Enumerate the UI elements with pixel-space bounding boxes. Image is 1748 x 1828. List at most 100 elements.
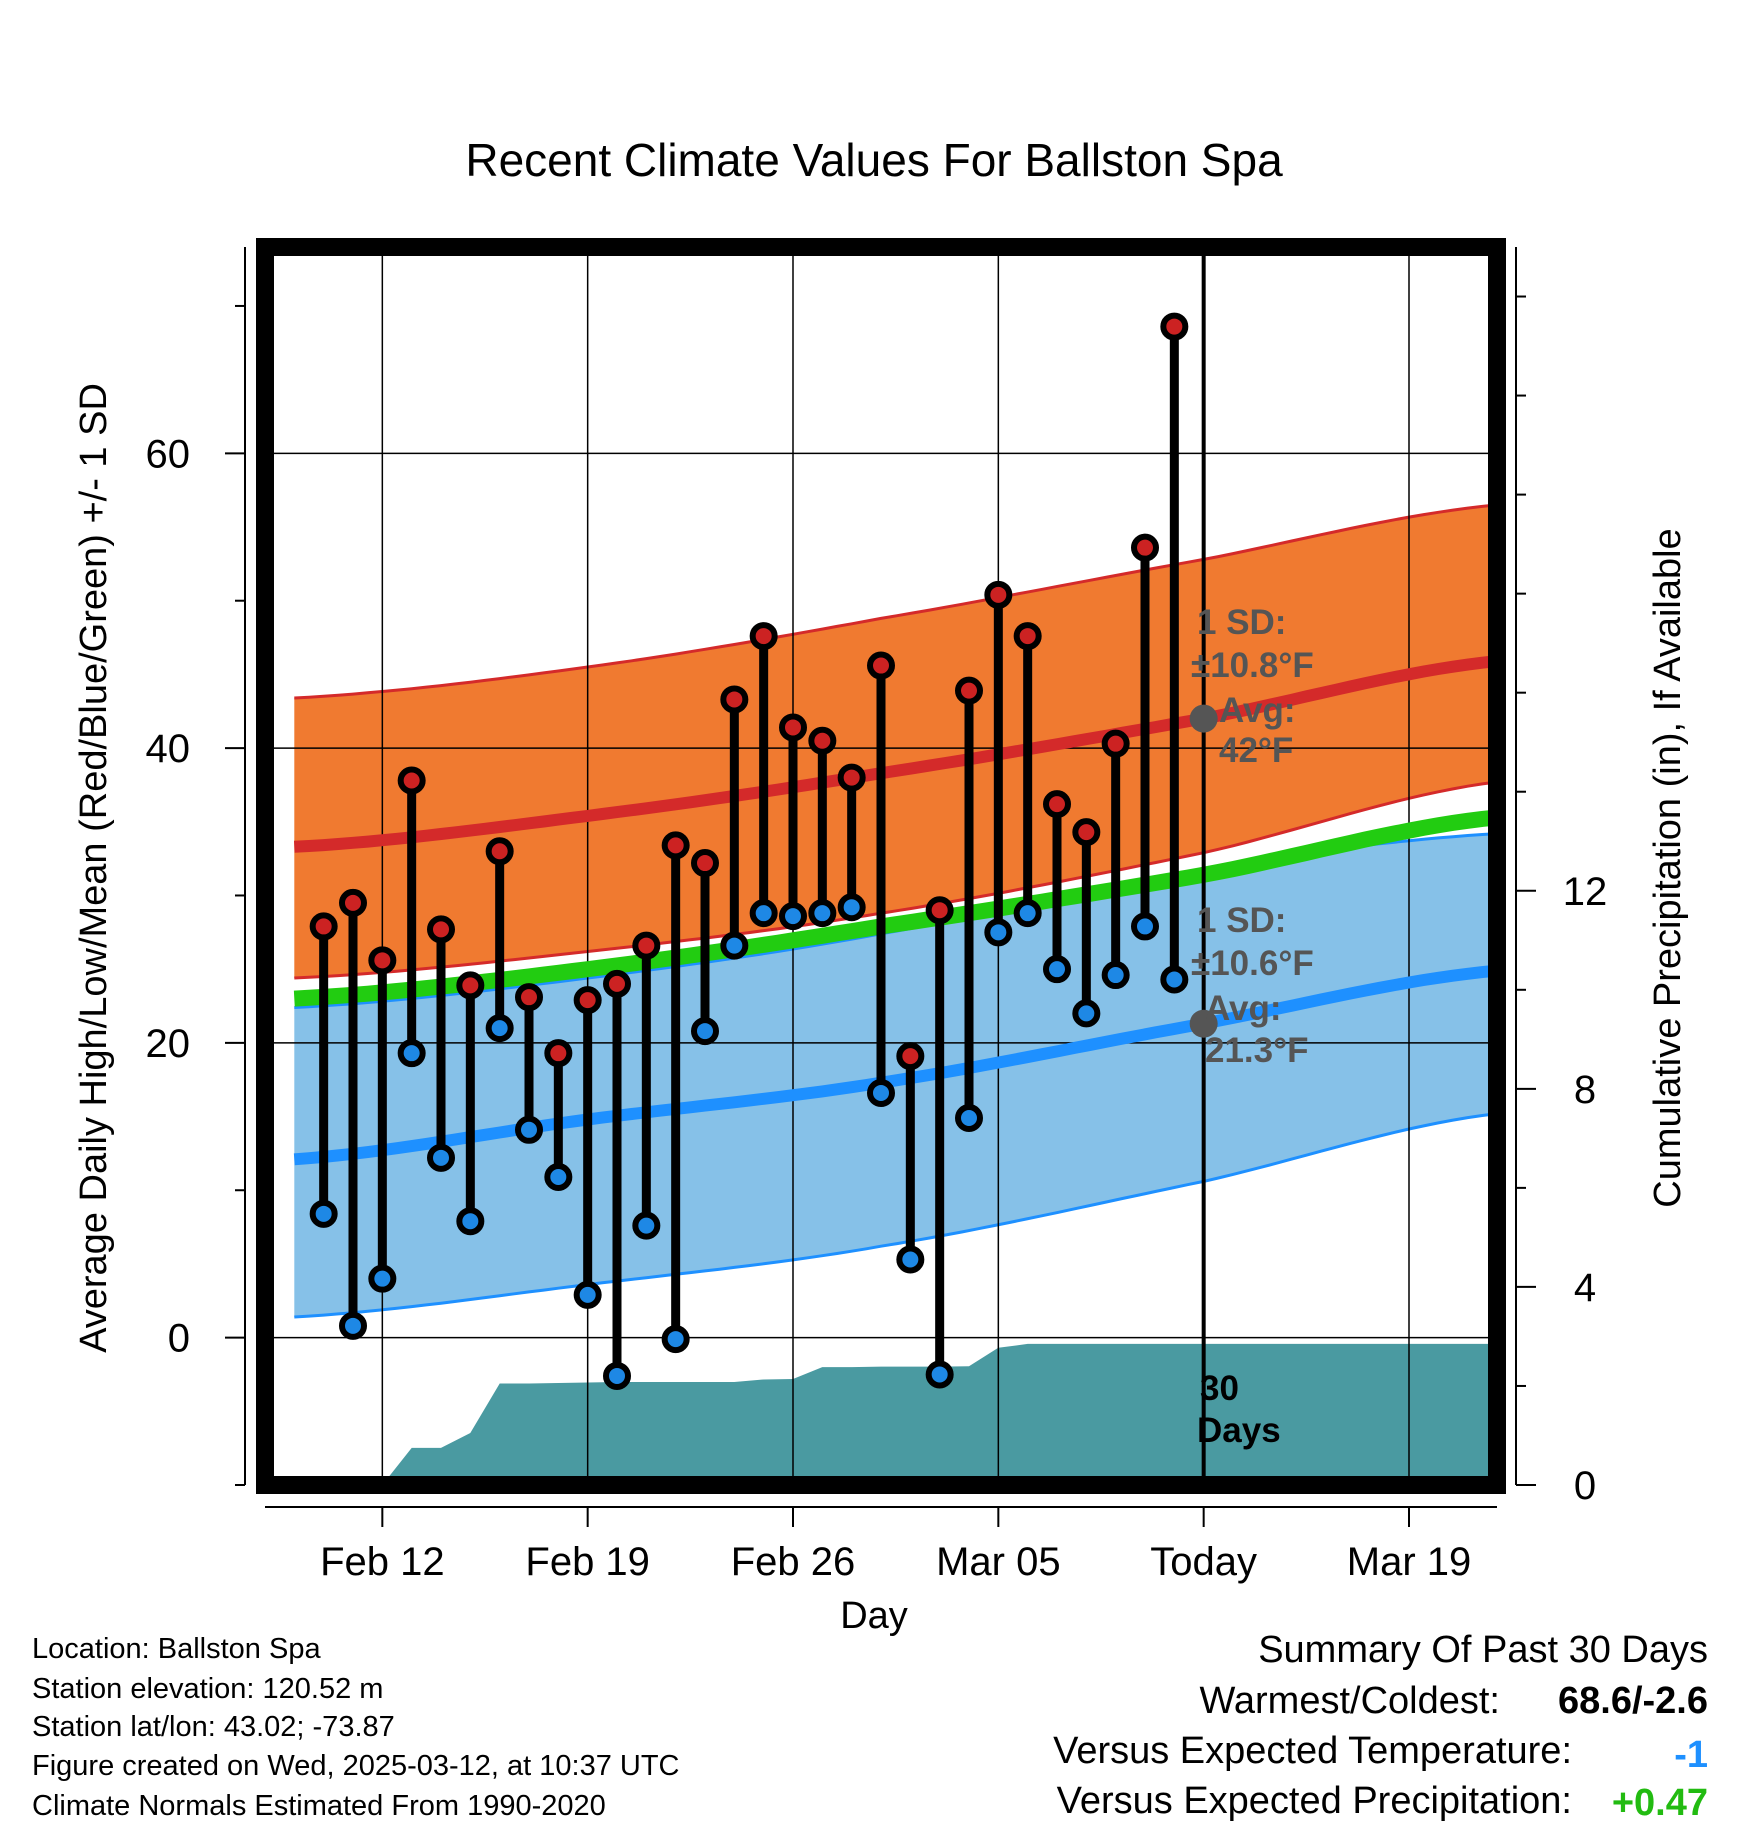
summary-temp-value: -1: [1674, 1734, 1708, 1776]
daily-high-point: [1101, 729, 1130, 758]
x-tick-label: Feb 26: [731, 1540, 856, 1584]
daily-high-point: [749, 622, 778, 651]
footer-latlon: Station lat/lon: 43.02; -73.87: [32, 1711, 395, 1743]
precip-area: [382, 1343, 1497, 1485]
y-tick-label: 0: [168, 1317, 190, 1361]
summary-temp-label: Versus Expected Temperature:: [1053, 1730, 1572, 1772]
y-axis-label: Average Daily High/Low/Mean (Red/Blue/Gr…: [73, 383, 115, 1353]
daily-high-point: [1131, 533, 1159, 562]
chart-title: Recent Climate Values For Ballston Spa: [465, 134, 1283, 186]
days-count-word: Days: [1197, 1411, 1281, 1450]
daily-low-point: [456, 1207, 485, 1236]
daily-low-point: [779, 902, 807, 931]
footer-normals: Climate Normals Estimated From 1990-2020: [32, 1790, 606, 1822]
daily-high-point: [368, 946, 397, 975]
y2-axis-label: Cumulative Precipitation (in), If Availa…: [1647, 528, 1689, 1207]
daily-high-point: [1160, 312, 1189, 341]
high-sd-value: ±10.8°F: [1191, 646, 1314, 685]
daily-low-point: [515, 1115, 543, 1144]
y2-tick-label: 4: [1574, 1266, 1596, 1310]
y2-tick-label: 12: [1563, 870, 1608, 914]
daily-low-point: [573, 1280, 602, 1309]
y-tick-label: 20: [146, 1022, 191, 1066]
daily-low-point: [984, 918, 1013, 947]
daily-low-point: [661, 1325, 690, 1354]
daily-low-point: [1043, 955, 1071, 984]
daily-high-point: [925, 896, 954, 925]
daily-high-point: [1043, 790, 1071, 819]
high-avg-label: Avg:: [1219, 691, 1295, 730]
high-avg-value: 42°F: [1219, 731, 1293, 770]
daily-low-point: [1101, 961, 1130, 990]
summary-heading: Summary Of Past 30 Days: [1258, 1629, 1708, 1671]
daily-high-point: [955, 676, 983, 705]
daily-low-point: [544, 1162, 573, 1191]
daily-low-point: [808, 899, 837, 928]
daily-high-point: [309, 912, 338, 941]
x-tick-label: Today: [1150, 1540, 1257, 1584]
daily-high-point: [720, 685, 749, 714]
daily-low-point: [485, 1014, 514, 1043]
daily-low-point: [867, 1078, 895, 1107]
y-tick-label: 60: [146, 432, 191, 476]
daily-low-point: [720, 931, 749, 960]
daily-low-point: [837, 893, 866, 922]
x-tick-label: Feb 12: [320, 1540, 445, 1584]
daily-low-point: [339, 1311, 367, 1340]
daily-low-point: [427, 1143, 455, 1172]
daily-high-point: [485, 837, 514, 866]
daily-high-point: [339, 888, 367, 917]
daily-high-point: [1072, 818, 1101, 847]
footer-elevation: Station elevation: 120.52 m: [32, 1673, 383, 1705]
daily-low-point: [749, 899, 778, 928]
daily-high-point: [632, 931, 661, 960]
low-avg-value: 21.3°F: [1205, 1031, 1309, 1070]
daily-high-point: [691, 849, 719, 878]
high-sd-label: 1 SD:: [1197, 603, 1286, 642]
days-count-number: 30: [1200, 1369, 1239, 1408]
daily-low-point: [955, 1104, 983, 1133]
footer-created: Figure created on Wed, 2025-03-12, at 10…: [32, 1750, 680, 1782]
high-sd-band-upper-edge: [294, 503, 1497, 700]
daily-low-point: [309, 1199, 338, 1228]
daily-low-point: [1013, 899, 1042, 928]
daily-high-point: [603, 969, 631, 998]
daily-low-point: [691, 1017, 719, 1046]
daily-low-point: [1160, 965, 1189, 994]
low-sd-band-lower-edge: [294, 1112, 1497, 1319]
high-avg-marker: [1189, 704, 1218, 733]
daily-high-point: [427, 915, 455, 944]
y2-tick-label: 8: [1574, 1068, 1596, 1112]
daily-low-point: [632, 1211, 661, 1240]
x-tick-label: Feb 19: [525, 1540, 650, 1584]
daily-high-point: [779, 713, 807, 742]
summary-warm-cold-label: Warmest/Coldest:: [1199, 1680, 1500, 1722]
daily-high-point: [984, 580, 1013, 609]
y-tick-label: 40: [146, 727, 191, 771]
daily-low-point: [925, 1360, 954, 1389]
daily-low-point: [1131, 912, 1159, 941]
daily-high-point: [515, 983, 543, 1012]
summary-warm-cold-value: 68.6/-2.6: [1558, 1680, 1708, 1722]
daily-high-point: [573, 986, 602, 1015]
daily-high-point: [397, 766, 426, 795]
daily-high-point: [456, 971, 485, 1000]
daily-low-point: [397, 1039, 426, 1068]
daily-high-point: [808, 726, 837, 755]
low-sd-label: 1 SD:: [1197, 901, 1286, 940]
x-tick-label: Mar 05: [936, 1540, 1061, 1584]
x-tick-label: Mar 19: [1347, 1540, 1472, 1584]
daily-high-point: [896, 1042, 925, 1071]
low-avg-label: Avg:: [1205, 989, 1281, 1028]
daily-high-point: [544, 1039, 573, 1068]
summary-precip-label: Versus Expected Precipitation:: [1057, 1780, 1572, 1822]
y2-tick-label: 0: [1574, 1464, 1596, 1508]
daily-low-point: [603, 1361, 631, 1390]
daily-low-point: [896, 1245, 925, 1274]
low-avg-marker: [1189, 1009, 1218, 1038]
low-sd-value: ±10.6°F: [1191, 944, 1314, 983]
summary-precip-value: +0.47: [1612, 1782, 1708, 1824]
high-sd-band: [294, 504, 1497, 978]
x-axis-label: Day: [840, 1595, 908, 1637]
